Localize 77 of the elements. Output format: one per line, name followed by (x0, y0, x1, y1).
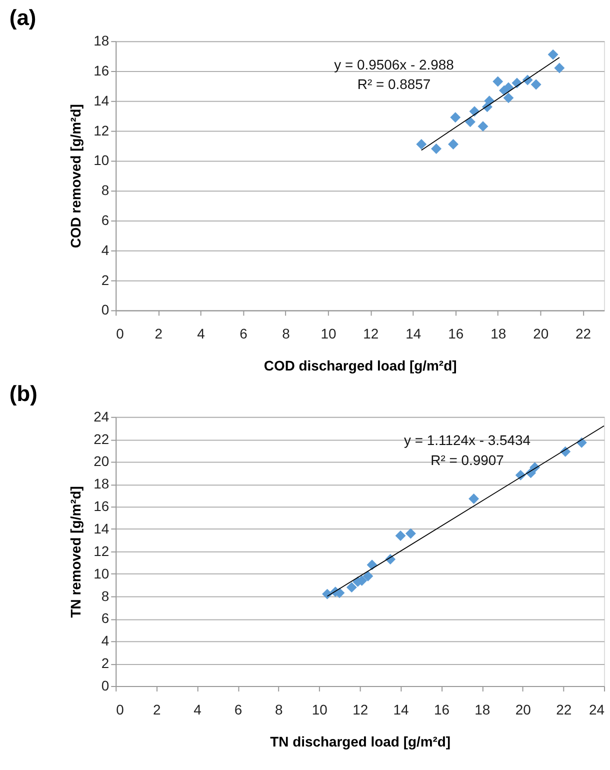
point (478, 121, 488, 132)
annotation: R² = 0.9907 (430, 452, 504, 468)
x-tick-label: 16 (434, 701, 450, 718)
y-tick-label: 18 (94, 32, 110, 49)
point (548, 49, 558, 60)
x-tick-label: 4 (197, 326, 206, 342)
x-tick-label: 4 (194, 701, 202, 718)
point (366, 560, 378, 570)
annotation: y = 1.1124x - 3.5434 (404, 432, 531, 448)
y-tick-label: 8 (101, 182, 110, 198)
y-tick-label: 10 (94, 152, 110, 168)
x-tick-label: 0 (116, 326, 124, 342)
point (416, 139, 427, 150)
y-tick-label: 14 (94, 92, 110, 108)
x-tick-label: 20 (515, 701, 532, 718)
point (554, 62, 565, 74)
x-tick-label: 6 (234, 701, 242, 718)
y-tick-label: 20 (94, 453, 110, 470)
y-tick-label: 6 (101, 610, 110, 626)
x-tick-label: 10 (320, 326, 336, 342)
x-tick-label: 24 (589, 701, 605, 718)
x-tick-label: 2 (152, 701, 161, 718)
x-tick-label: 8 (275, 701, 284, 718)
point (431, 144, 442, 154)
y-tick-label: 16 (94, 62, 110, 78)
chart-title: (a) (9, 5, 36, 30)
point (465, 116, 476, 128)
y-tick-label: 12 (94, 122, 110, 138)
y-tick-label: 4 (101, 632, 110, 649)
x-tick-label: 16 (448, 326, 464, 342)
point (503, 82, 514, 93)
y-tick-label: 22 (94, 430, 110, 447)
x-tick-label: 18 (474, 701, 490, 718)
y-axis-title: COD removed [g/m²d] (68, 104, 84, 248)
point (395, 530, 406, 541)
point (503, 92, 514, 104)
point (322, 588, 332, 600)
x-tick-label: 2 (154, 326, 163, 342)
x-tick-label: 20 (533, 326, 549, 342)
x-axis-title: COD discharged load [g/m²d] (264, 358, 457, 374)
y-tick-label: 24 (94, 408, 110, 424)
x-tick-label: 8 (282, 326, 290, 342)
y-tick-label: 6 (101, 212, 110, 228)
point (362, 570, 374, 582)
y-tick-label: 8 (101, 588, 110, 604)
x-tick-label: 22 (556, 701, 572, 718)
x-tick-label: 14 (393, 701, 410, 718)
x-tick-label: 6 (240, 326, 248, 342)
y-tick-label: 2 (101, 655, 110, 672)
y-tick-label: 10 (94, 565, 110, 582)
x-tick-label: 18 (490, 326, 506, 342)
point (405, 528, 416, 539)
y-tick-label: 2 (101, 272, 110, 288)
point (448, 139, 458, 150)
x-tick-label: 14 (406, 326, 422, 342)
annotation: y = 0.9506x - 2.988 (334, 56, 454, 72)
x-tick-label: 22 (576, 326, 592, 342)
y-axis-title: TN removed [g/m²d] (68, 486, 84, 618)
x-tick-label: 10 (312, 701, 328, 718)
x-tick-label: 12 (352, 701, 368, 718)
y-tick-label: 14 (94, 520, 110, 536)
point (450, 112, 461, 123)
annotation: R² = 0.8857 (357, 76, 431, 92)
y-tick-label: 12 (94, 542, 110, 559)
point (530, 79, 542, 90)
point (346, 582, 357, 593)
y-tick-label: 0 (101, 677, 110, 694)
x-axis-title: TN discharged load [g/m²d] (270, 733, 451, 750)
y-tick-label: 4 (101, 242, 110, 258)
y-tick-label: 0 (101, 302, 110, 318)
y-tick-label: 16 (94, 498, 110, 514)
point (468, 494, 480, 504)
x-tick-label: 12 (363, 326, 379, 342)
chart-title: (b) (9, 380, 38, 406)
x-tick-label: 0 (116, 701, 124, 718)
y-tick-label: 18 (94, 476, 110, 492)
point (492, 76, 504, 87)
